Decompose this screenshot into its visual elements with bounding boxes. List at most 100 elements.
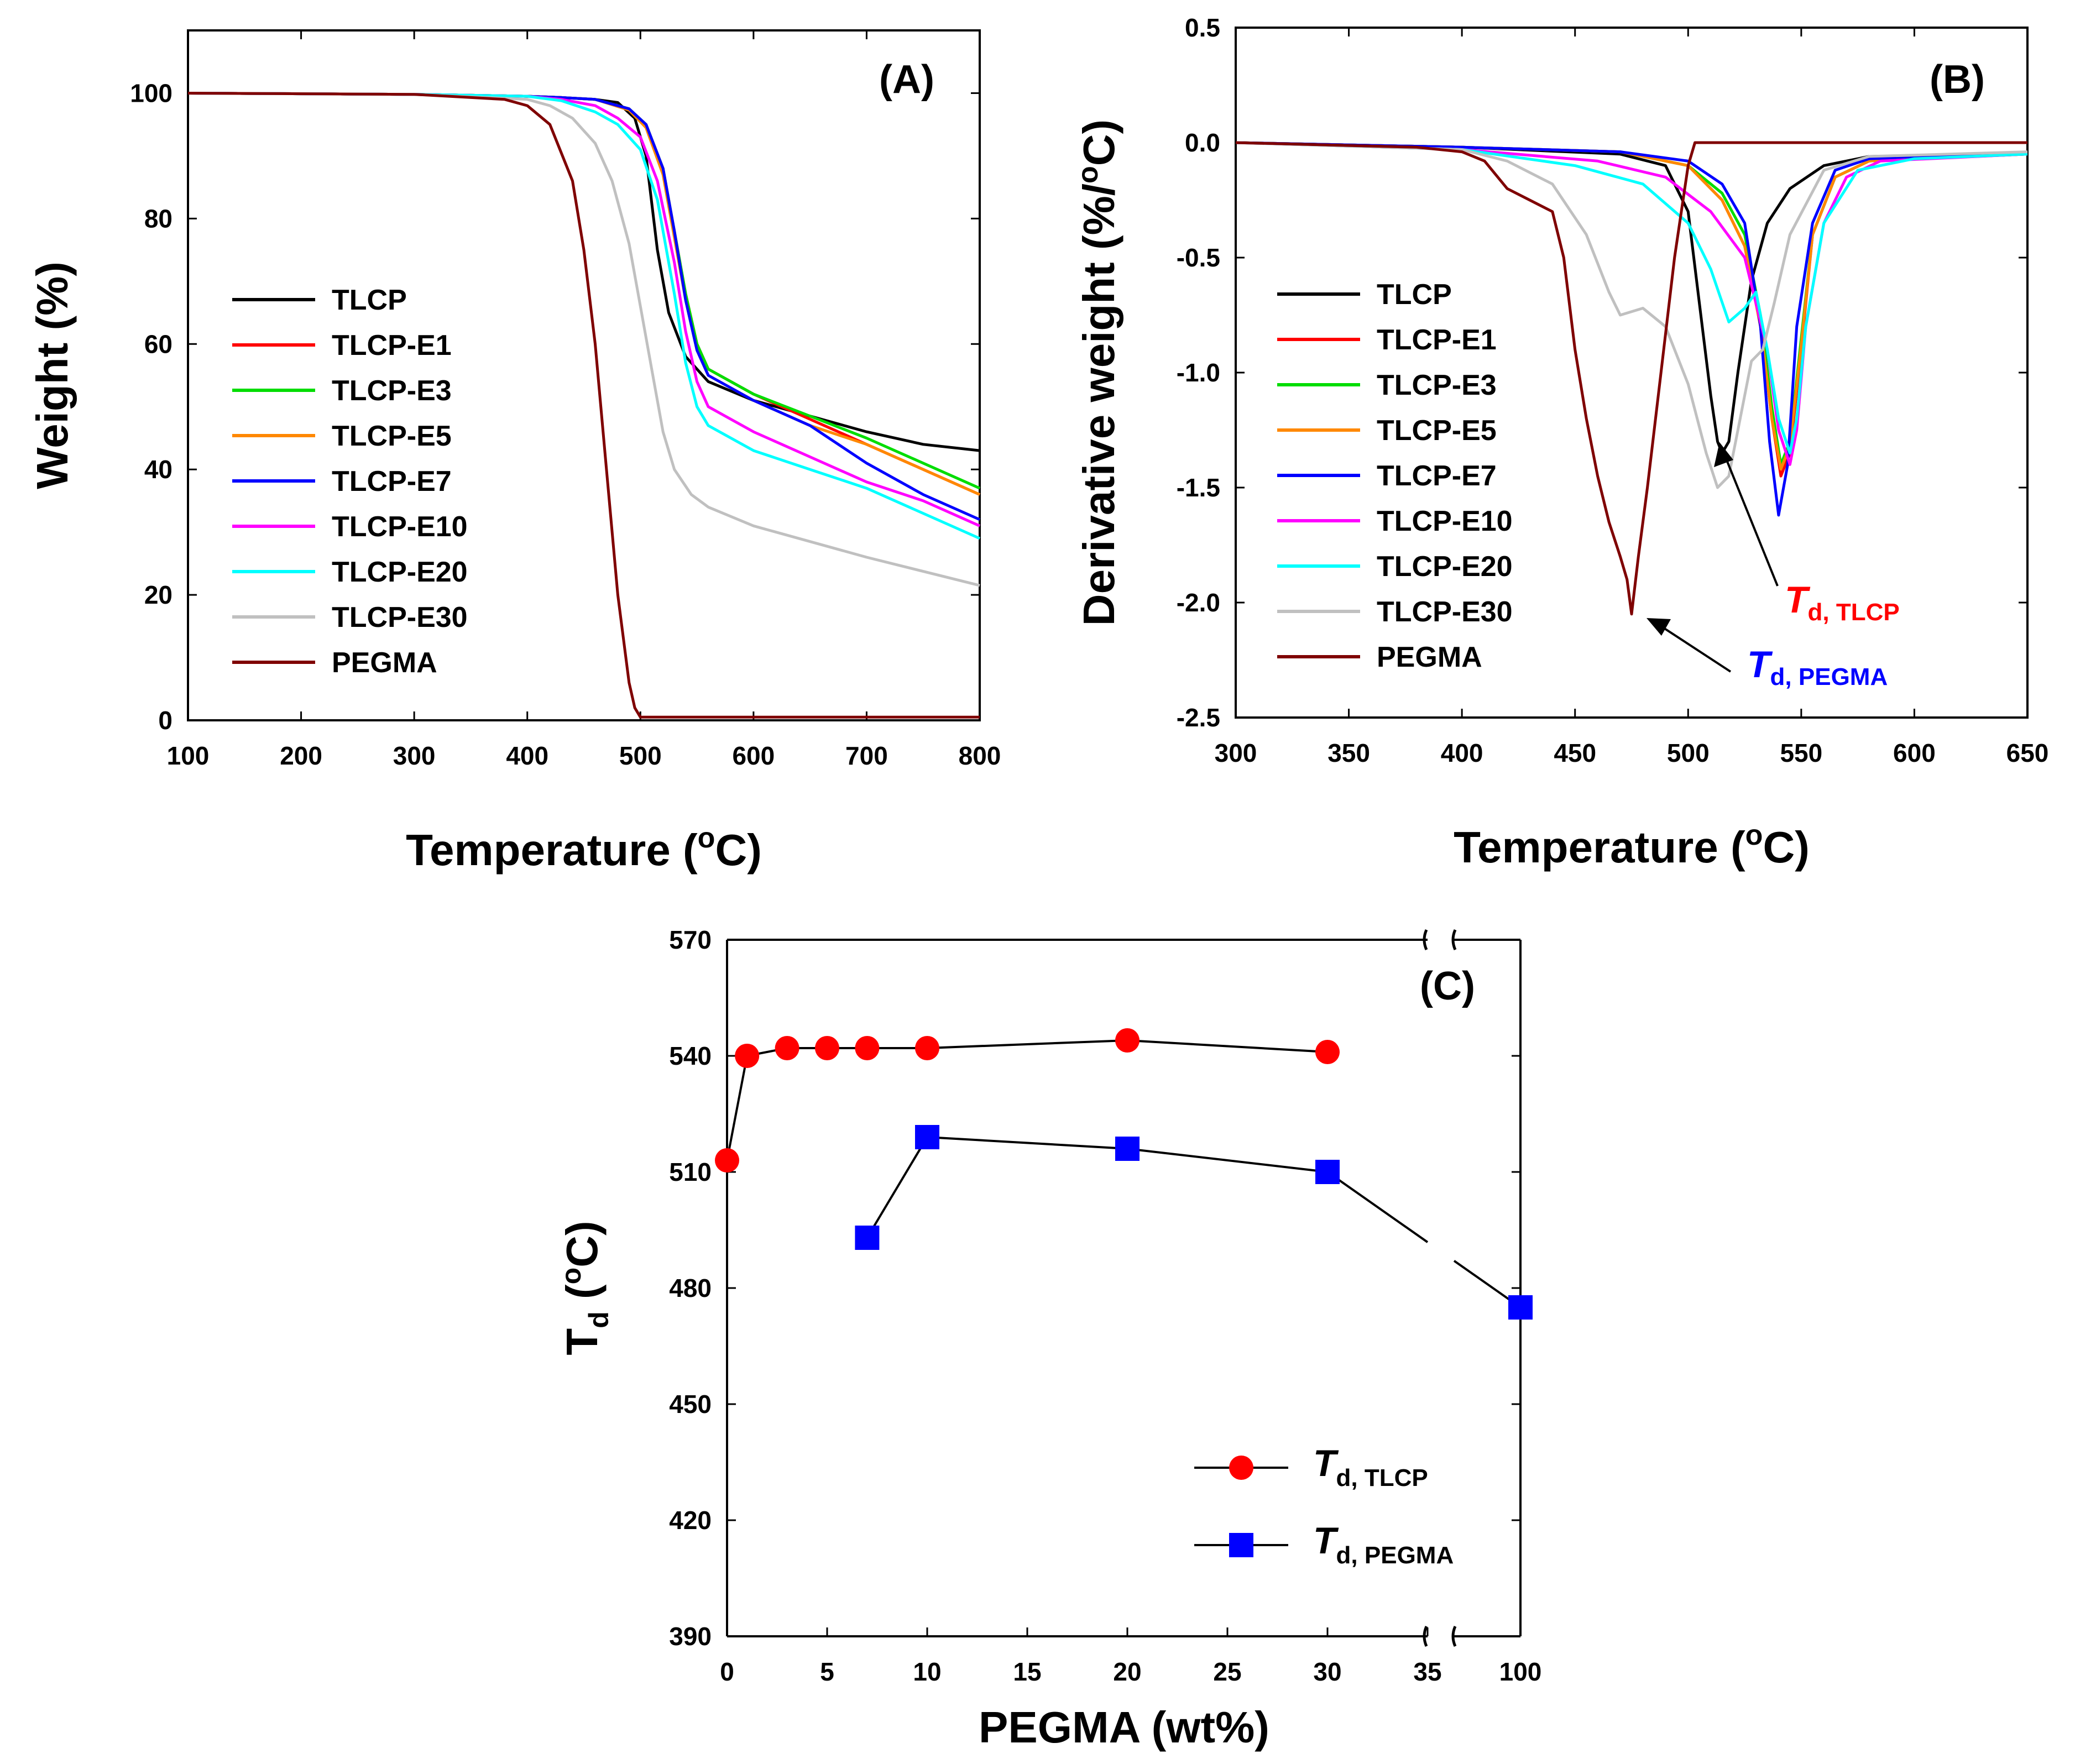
annotation-label-pegma: Td, PEGMA bbox=[1747, 643, 1888, 690]
legend-item-tlcp-e7: TLCP-E7 bbox=[232, 465, 452, 498]
legend-item-tlcp-e1: TLCP-E1 bbox=[232, 329, 452, 362]
legend-label-tlcp-e30: TLCP-E30 bbox=[332, 601, 468, 634]
x-tick-label: 400 bbox=[1441, 739, 1483, 767]
x-tick-label: 650 bbox=[2006, 739, 2049, 767]
legend-item-tlcp-e3: TLCP-E3 bbox=[1277, 369, 1497, 401]
y-tick-label: 0 bbox=[158, 706, 173, 735]
y-tick-label: -2.5 bbox=[1177, 703, 1220, 732]
y-tick-label: -2.0 bbox=[1177, 588, 1220, 617]
legend-label-tlcp-e3: TLCP-E3 bbox=[332, 375, 452, 407]
axis-break-bottom-right bbox=[1451, 1625, 1457, 1647]
data-point-td-tlcp bbox=[735, 1044, 760, 1068]
panel-b-annotation-td-tlcp: Td, TLCP bbox=[1714, 442, 1900, 626]
x-tick-label: 10 bbox=[913, 1657, 941, 1686]
legend-label-td-pegma: Td, PEGMA bbox=[1313, 1520, 1454, 1569]
legend-label-tlcp-e20: TLCP-E20 bbox=[1377, 551, 1513, 583]
y-tick-label: 420 bbox=[669, 1506, 712, 1535]
x-tick-label: 550 bbox=[1780, 739, 1822, 767]
x-tick-label: 5 bbox=[820, 1657, 834, 1686]
annotation-arrow-pegma bbox=[1658, 624, 1732, 673]
series-line-tlcp-e7 bbox=[187, 92, 981, 521]
x-tick-label: 400 bbox=[506, 741, 548, 770]
panel-b-x-axis-title: Temperature (oC) bbox=[1454, 819, 1810, 872]
x-tick-label: 35 bbox=[1413, 1657, 1441, 1686]
data-point-td-pegma bbox=[1508, 1295, 1533, 1320]
panel-c-x-axis-title: PEGMA (wt%) bbox=[979, 1703, 1269, 1752]
legend-label-pegma: PEGMA bbox=[1377, 641, 1482, 673]
panel-a: 100 200 300 400 500 600 700 800 0 20 40 60 80 100 (A)… bbox=[28, 29, 1001, 875]
series-segment-td-tlcp bbox=[726, 1055, 749, 1161]
panel-b-ticks: 300 350 400 450 500 550 600 650 -2.5 -2.0 -1.5 -1.0… bbox=[1177, 13, 2049, 767]
x-tick-label: 300 bbox=[1215, 739, 1257, 767]
panel-a-legend: TLCP TLCP-E1 TLCP-E3 TLCP-E5 TLCP-E7 TLCP-E10… bbox=[232, 284, 468, 679]
legend-item-tlcp-e30: TLCP-E30 bbox=[1277, 596, 1513, 628]
panel-c-legend: Td, TLCP Td, PEGMA bbox=[1194, 1442, 1454, 1569]
y-tick-label: -0.5 bbox=[1177, 243, 1220, 272]
panel-a-ticks: 100 200 300 400 500 600 700 800 0 20 40 60 80 100 bbox=[130, 30, 1001, 770]
x-tick-label: 300 bbox=[393, 741, 436, 770]
axis-break-bottom-left bbox=[1423, 1625, 1428, 1647]
y-tick-label: 0.5 bbox=[1185, 13, 1220, 42]
data-point-td-pegma bbox=[1115, 1137, 1140, 1161]
y-tick-label: -1.0 bbox=[1177, 358, 1220, 387]
annotation-arrowhead-pegma bbox=[1647, 618, 1671, 636]
panel-c-label: (C) bbox=[1420, 964, 1475, 1008]
series-segment-td-pegma bbox=[1127, 1148, 1328, 1173]
legend-label-pegma: PEGMA bbox=[332, 647, 437, 679]
series-line-tlcp-e30 bbox=[187, 92, 980, 587]
y-tick-label: 570 bbox=[669, 925, 712, 954]
x-tick-label: 350 bbox=[1327, 739, 1370, 767]
legend-item-tlcp-e20: TLCP-E20 bbox=[232, 556, 468, 588]
y-tick-label: 510 bbox=[669, 1158, 712, 1186]
legend-item-pegma: PEGMA bbox=[1277, 641, 1482, 673]
panel-b-annotation-td-pegma: Td, PEGMA bbox=[1647, 618, 1888, 690]
data-point-td-tlcp bbox=[715, 1148, 739, 1172]
series-line-tlcp-e10 bbox=[1235, 141, 2028, 466]
annotation-arrowhead-tlcp bbox=[1714, 442, 1733, 467]
legend-item-tlcp: TLCP bbox=[1277, 279, 1452, 311]
legend-label-tlcp-e7: TLCP-E7 bbox=[332, 465, 452, 498]
data-point-td-tlcp bbox=[1115, 1028, 1140, 1053]
data-point-td-pegma bbox=[855, 1226, 880, 1250]
data-point-td-pegma bbox=[915, 1125, 939, 1149]
series-line-tlcp-e7 bbox=[1235, 141, 2028, 517]
legend-item-td-pegma: Td, PEGMA bbox=[1194, 1520, 1454, 1569]
y-tick-label: -1.5 bbox=[1177, 473, 1220, 502]
legend-label-tlcp-e30: TLCP-E30 bbox=[1377, 596, 1513, 628]
x-tick-label: 500 bbox=[1667, 739, 1710, 767]
x-tick-label: 100 bbox=[167, 741, 210, 770]
legend-item-tlcp-e7: TLCP-E7 bbox=[1277, 460, 1497, 492]
legend-item-tlcp-e1: TLCP-E1 bbox=[1277, 324, 1497, 356]
series-line-pegma bbox=[187, 92, 980, 719]
x-tick-label: 25 bbox=[1213, 1657, 1241, 1686]
series-line-tlcp-e3 bbox=[1235, 141, 2028, 466]
data-point-td-pegma bbox=[1315, 1160, 1340, 1184]
x-tick-label: 700 bbox=[845, 741, 888, 770]
y-tick-label: 100 bbox=[130, 78, 173, 107]
series-line-tlcp-e30 bbox=[1235, 141, 2028, 489]
y-tick-label: 480 bbox=[669, 1274, 712, 1302]
x-tick-label: 30 bbox=[1313, 1657, 1341, 1686]
y-tick-label: 0.0 bbox=[1185, 128, 1220, 157]
x-tick-label: 200 bbox=[280, 741, 322, 770]
legend-item-tlcp-e20: TLCP-E20 bbox=[1277, 551, 1513, 583]
legend-item-tlcp-e5: TLCP-E5 bbox=[232, 420, 452, 452]
y-tick-label: 60 bbox=[144, 329, 173, 358]
legend-marker-td-pegma bbox=[1229, 1533, 1253, 1557]
panel-b-legend: TLCP TLCP-E1 TLCP-E3 TLCP-E5 TLCP-E7 TLCP-E10… bbox=[1277, 279, 1513, 673]
panel-a-y-axis-title: Weight (%) bbox=[28, 261, 77, 489]
data-point-td-tlcp bbox=[1315, 1040, 1340, 1064]
annotation-arrow-tlcp bbox=[1723, 453, 1779, 587]
legend-label-tlcp-e1: TLCP-E1 bbox=[1377, 324, 1497, 356]
legend-label-tlcp-e7: TLCP-E7 bbox=[1377, 460, 1497, 492]
series-segment-td-tlcp bbox=[927, 1039, 1128, 1049]
x-tick-label: 800 bbox=[959, 741, 1001, 770]
legend-label-tlcp-e10: TLCP-E10 bbox=[332, 511, 468, 543]
y-tick-label: 80 bbox=[144, 204, 173, 233]
y-tick-label: 450 bbox=[669, 1390, 712, 1418]
legend-item-tlcp-e30: TLCP-E30 bbox=[232, 601, 468, 634]
legend-label-tlcp-e10: TLCP-E10 bbox=[1377, 505, 1513, 537]
legend-item-tlcp-e5: TLCP-E5 bbox=[1277, 415, 1497, 447]
